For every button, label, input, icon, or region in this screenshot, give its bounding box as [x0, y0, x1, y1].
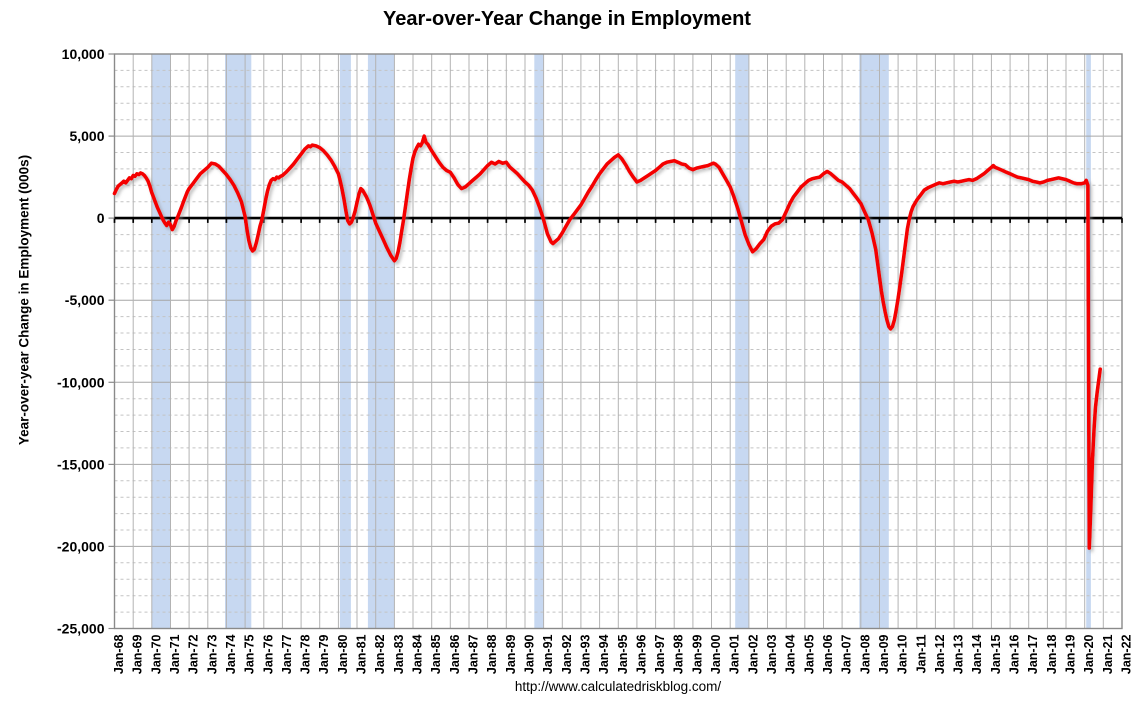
source-url: http://www.calculatedriskblog.com/	[514, 679, 722, 694]
svg-text:Jan-77: Jan-77	[280, 634, 294, 674]
svg-text:Jan-92: Jan-92	[560, 634, 574, 674]
svg-text:Jan-71: Jan-71	[168, 634, 182, 674]
svg-text:Jan-03: Jan-03	[765, 634, 779, 674]
svg-text:Jan-06: Jan-06	[821, 634, 835, 674]
y-tick-labels: 10,000 5,000 0 -5,000 -10,000 -15,000 -20,000 -…	[57, 46, 105, 637]
svg-text:10,000: 10,000	[62, 46, 105, 62]
svg-text:Jan-98: Jan-98	[672, 634, 686, 674]
recession-bands	[151, 54, 1091, 629]
svg-text:Jan-84: Jan-84	[411, 634, 425, 674]
svg-text:5,000: 5,000	[69, 128, 104, 144]
svg-text:Jan-86: Jan-86	[448, 634, 462, 674]
svg-text:Jan-95: Jan-95	[616, 634, 630, 674]
svg-text:Jan-19: Jan-19	[1064, 634, 1078, 674]
svg-text:Jan-96: Jan-96	[634, 634, 648, 674]
svg-text:Jan-83: Jan-83	[392, 634, 406, 674]
svg-text:Jan-13: Jan-13	[952, 634, 966, 674]
svg-text:Jan-74: Jan-74	[224, 634, 238, 674]
svg-text:Jan-70: Jan-70	[149, 634, 163, 674]
svg-text:Jan-75: Jan-75	[243, 634, 257, 674]
svg-text:Jan-00: Jan-00	[709, 634, 723, 674]
svg-text:Jan-09: Jan-09	[877, 634, 891, 674]
employment-line	[112, 134, 1102, 550]
svg-text:-15,000: -15,000	[57, 456, 105, 472]
svg-text:Jan-01: Jan-01	[728, 634, 742, 674]
plot-border	[113, 53, 1123, 630]
svg-text:Jan-22: Jan-22	[1120, 634, 1134, 674]
svg-text:Jan-14: Jan-14	[970, 634, 984, 674]
svg-text:Jan-04: Jan-04	[784, 634, 798, 674]
svg-text:-25,000: -25,000	[57, 621, 105, 637]
recession-band	[735, 54, 749, 629]
svg-text:Jan-15: Jan-15	[989, 634, 1003, 674]
svg-text:Jan-72: Jan-72	[187, 634, 201, 674]
recession-band	[339, 54, 351, 629]
recession-band	[859, 54, 889, 629]
recession-band	[151, 54, 171, 629]
svg-text:Jan-93: Jan-93	[578, 634, 592, 674]
chart-title: Year-over-Year Change in Employment	[383, 8, 751, 30]
svg-text:Jan-07: Jan-07	[840, 634, 854, 674]
svg-text:-10,000: -10,000	[57, 374, 105, 390]
svg-text:Jan-18: Jan-18	[1045, 634, 1059, 674]
svg-text:Jan-11: Jan-11	[914, 634, 928, 673]
svg-text:Jan-89: Jan-89	[504, 634, 518, 674]
recession-band	[225, 54, 252, 629]
svg-text:Jan-90: Jan-90	[523, 634, 537, 674]
svg-text:Jan-78: Jan-78	[299, 634, 313, 674]
svg-text:Jan-82: Jan-82	[373, 634, 387, 674]
svg-text:Jan-80: Jan-80	[336, 634, 350, 674]
svg-text:Jan-17: Jan-17	[1026, 634, 1040, 674]
svg-text:-20,000: -20,000	[57, 538, 105, 554]
svg-text:Jan-69: Jan-69	[131, 634, 145, 674]
svg-text:0: 0	[97, 210, 105, 226]
svg-text:Jan-97: Jan-97	[653, 634, 667, 674]
svg-text:Jan-10: Jan-10	[896, 634, 910, 674]
svg-text:Jan-91: Jan-91	[541, 634, 555, 674]
x-tick-labels: Jan-68 Jan-69 Jan-70 Jan-71 Jan-72 Jan-73 Jan-…	[112, 634, 1134, 674]
svg-text:Jan-05: Jan-05	[802, 634, 816, 674]
svg-text:-5,000: -5,000	[65, 292, 105, 308]
svg-text:Jan-73: Jan-73	[205, 634, 219, 674]
svg-text:Jan-20: Jan-20	[1082, 634, 1096, 674]
recession-band	[367, 54, 395, 629]
gridlines	[114, 54, 1122, 629]
svg-text:Jan-94: Jan-94	[597, 634, 611, 674]
zero-axis	[108, 53, 1123, 630]
svg-text:Jan-76: Jan-76	[261, 634, 275, 674]
svg-text:Jan-85: Jan-85	[429, 634, 443, 674]
recession-band	[534, 54, 544, 629]
svg-text:Jan-21: Jan-21	[1101, 634, 1115, 674]
svg-text:Jan-88: Jan-88	[485, 634, 499, 674]
svg-text:Jan-12: Jan-12	[933, 634, 947, 674]
y-axis-title: Year-over-year Change in Employment (000…	[16, 154, 32, 446]
svg-text:Jan-99: Jan-99	[690, 634, 704, 674]
svg-text:Jan-79: Jan-79	[317, 634, 331, 674]
svg-text:Jan-02: Jan-02	[746, 634, 760, 674]
svg-text:Jan-68: Jan-68	[112, 634, 126, 674]
svg-text:Jan-08: Jan-08	[858, 634, 872, 674]
svg-text:Jan-87: Jan-87	[467, 634, 481, 674]
svg-text:Jan-16: Jan-16	[1008, 634, 1022, 674]
svg-text:Jan-81: Jan-81	[355, 634, 369, 674]
